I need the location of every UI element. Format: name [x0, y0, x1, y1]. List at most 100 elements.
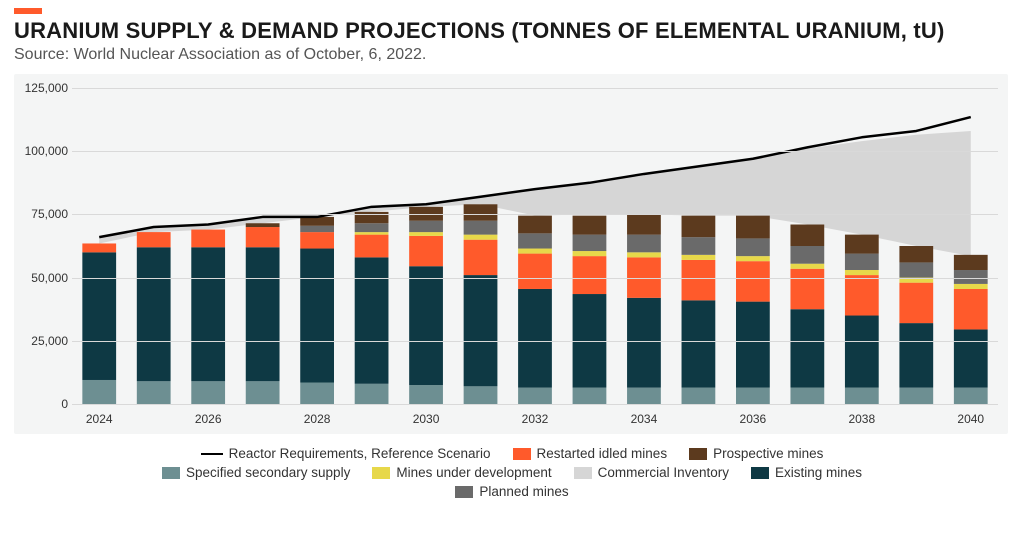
bar-planned — [845, 254, 879, 270]
bar-under_dev — [627, 252, 661, 257]
y-axis-label: 50,000 — [18, 271, 68, 285]
legend-swatch-icon — [162, 467, 180, 479]
grid-line — [72, 341, 998, 342]
bar-planned — [682, 237, 716, 255]
bar-planned — [355, 223, 389, 232]
legend-swatch-icon — [513, 448, 531, 460]
plot-svg — [72, 88, 998, 404]
bar-planned — [573, 235, 607, 251]
plot-region — [72, 88, 998, 404]
bar-secondary — [627, 388, 661, 404]
bar-prospective — [845, 235, 879, 254]
legend-label: Planned mines — [479, 484, 568, 499]
y-axis-label: 25,000 — [18, 334, 68, 348]
bar-restarted — [355, 235, 389, 258]
y-axis-label: 0 — [18, 397, 68, 411]
legend-label: Existing mines — [775, 465, 862, 480]
bar-planned — [790, 246, 824, 264]
legend-swatch-icon — [689, 448, 707, 460]
bar-planned — [464, 221, 498, 235]
legend: Reactor Requirements, Reference Scenario… — [102, 446, 922, 499]
bar-restarted — [409, 236, 443, 266]
bar-under_dev — [409, 232, 443, 236]
bar-under_dev — [736, 256, 770, 261]
bar-existing — [682, 300, 716, 387]
bar-secondary — [790, 388, 824, 404]
bar-secondary — [573, 388, 607, 404]
bar-existing — [845, 316, 879, 388]
x-axis-label: 2040 — [957, 412, 984, 426]
legend-swatch-line-icon — [201, 453, 223, 455]
bar-restarted — [954, 289, 988, 329]
bar-restarted — [899, 283, 933, 323]
bar-existing — [464, 275, 498, 386]
bar-restarted — [845, 275, 879, 315]
bar-restarted — [790, 269, 824, 309]
bar-existing — [899, 323, 933, 387]
bar-secondary — [355, 384, 389, 404]
bar-prospective — [736, 216, 770, 239]
legend-label: Specified secondary supply — [186, 465, 350, 480]
bar-restarted — [682, 260, 716, 300]
x-axis-label: 2026 — [195, 412, 222, 426]
grid-line — [72, 151, 998, 152]
grid-line — [72, 88, 998, 89]
grid-line — [72, 214, 998, 215]
bar-existing — [409, 266, 443, 385]
bar-under_dev — [518, 249, 552, 254]
legend-item-existing: Existing mines — [751, 465, 862, 480]
bar-secondary — [954, 388, 988, 404]
bar-restarted — [137, 232, 171, 247]
bar-secondary — [682, 388, 716, 404]
bar-existing — [137, 247, 171, 381]
bar-prospective — [954, 255, 988, 270]
bar-existing — [355, 257, 389, 383]
bar-existing — [736, 302, 770, 388]
bar-restarted — [518, 254, 552, 289]
legend-label: Restarted idled mines — [537, 446, 668, 461]
bar-restarted — [246, 227, 280, 247]
bar-existing — [191, 247, 225, 381]
legend-item-inventory: Commercial Inventory — [574, 465, 729, 480]
bar-secondary — [137, 381, 171, 404]
bar-secondary — [191, 381, 225, 404]
bar-prospective — [300, 217, 334, 226]
legend-swatch-icon — [455, 486, 473, 498]
legend-swatch-icon — [372, 467, 390, 479]
bar-planned — [409, 221, 443, 232]
legend-item-secondary: Specified secondary supply — [162, 465, 350, 480]
legend-swatch-icon — [751, 467, 769, 479]
x-axis-label: 2034 — [631, 412, 658, 426]
bar-under_dev — [845, 270, 879, 275]
bar-planned — [300, 226, 334, 232]
x-axis-label: 2038 — [848, 412, 875, 426]
bar-prospective — [518, 216, 552, 234]
bar-existing — [518, 289, 552, 388]
bar-planned — [518, 233, 552, 248]
bar-secondary — [464, 386, 498, 404]
x-axis-label: 2036 — [740, 412, 767, 426]
y-axis-label: 75,000 — [18, 207, 68, 221]
x-axis-label: 2024 — [86, 412, 113, 426]
bar-under_dev — [355, 232, 389, 235]
bar-prospective — [790, 225, 824, 246]
chart-area: 025,00050,00075,000100,000125,0002024202… — [14, 74, 1008, 434]
bar-secondary — [736, 388, 770, 404]
bar-under_dev — [790, 264, 824, 269]
legend-item-prospective: Prospective mines — [689, 446, 823, 461]
bar-restarted — [573, 256, 607, 294]
bar-secondary — [82, 380, 116, 404]
legend-item-planned: Planned mines — [455, 484, 568, 499]
bar-secondary — [409, 385, 443, 404]
bar-secondary — [899, 388, 933, 404]
y-axis-label: 125,000 — [18, 81, 68, 95]
bar-prospective — [627, 214, 661, 234]
bar-under_dev — [682, 255, 716, 260]
legend-label: Mines under development — [396, 465, 551, 480]
bar-planned — [627, 235, 661, 253]
bar-existing — [246, 247, 280, 381]
bar-secondary — [845, 388, 879, 404]
grid-line — [72, 278, 998, 279]
accent-bar — [14, 8, 42, 14]
chart-title: URANIUM SUPPLY & DEMAND PROJECTIONS (TON… — [14, 18, 1010, 44]
